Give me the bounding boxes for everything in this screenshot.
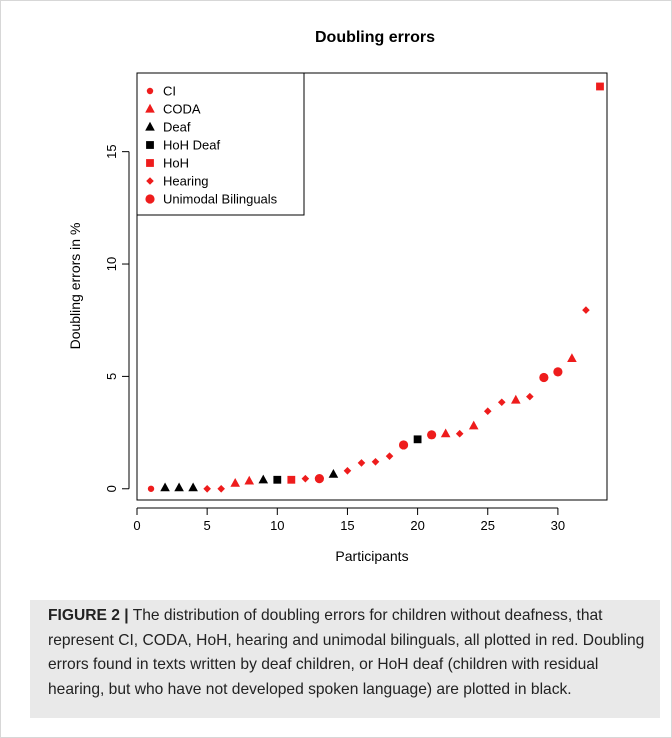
data-point <box>413 435 422 444</box>
x-tick-label: 30 <box>551 518 565 533</box>
data-point <box>553 367 563 377</box>
data-point <box>398 440 409 450</box>
data-point <box>539 372 549 383</box>
legend-label: CI <box>163 84 176 99</box>
chart: Doubling errors 0 5 10 15 20 25 30 0 5 10 15 Part… <box>67 29 608 564</box>
data-point <box>357 459 366 467</box>
data-point <box>511 394 521 404</box>
data-point <box>258 474 269 484</box>
legend-label: Unimodal Bilinguals <box>163 192 278 207</box>
data-point <box>230 477 241 487</box>
y-axis-label: Doubling errors in % <box>67 223 83 350</box>
legend-marker <box>146 87 154 95</box>
y-tick-label: 0 <box>104 485 119 492</box>
y-tick-label: 10 <box>104 257 119 271</box>
data-point <box>160 482 170 492</box>
data-point <box>385 452 394 460</box>
y-tick-label: 5 <box>104 373 119 380</box>
y-axis: 0 5 10 15 <box>104 144 130 492</box>
x-tick-label: 0 <box>133 518 140 533</box>
data-points <box>147 82 604 493</box>
x-axis: 0 5 10 15 20 25 30 <box>133 507 565 533</box>
legend-label: Hearing <box>163 174 209 189</box>
data-point <box>188 482 198 492</box>
legend-marker <box>145 194 155 204</box>
legend-marker <box>145 103 155 113</box>
data-point <box>596 82 604 91</box>
caption-label: FIGURE 2 | <box>48 607 129 624</box>
legend-label: HoH <box>163 156 189 171</box>
data-point <box>328 468 339 478</box>
data-point <box>244 475 255 485</box>
legend: CI CODA Deaf HoH Deaf HoH Hearing Unimodal Bil… <box>136 72 305 216</box>
data-point <box>301 474 310 483</box>
data-point <box>483 407 492 416</box>
y-tick-label: 15 <box>104 144 119 158</box>
legend-box <box>136 72 305 216</box>
data-point <box>567 353 577 363</box>
data-point <box>468 420 479 430</box>
data-point <box>497 398 506 407</box>
legend-marker <box>145 121 155 131</box>
data-point <box>371 457 380 466</box>
x-tick-label: 15 <box>340 518 354 533</box>
data-point <box>455 429 464 438</box>
legend-marker <box>146 141 154 149</box>
plot-area <box>136 72 608 501</box>
x-tick-label: 10 <box>270 518 284 533</box>
x-tick-label: 20 <box>410 518 424 533</box>
data-point <box>273 475 282 484</box>
legend-label: HoH Deaf <box>163 138 220 153</box>
caption-text: The distribution of doubling errors for … <box>48 607 645 698</box>
legend-label: Deaf <box>163 120 191 135</box>
data-point <box>314 474 324 484</box>
data-point <box>582 306 590 314</box>
data-point <box>526 392 534 401</box>
figure-caption: FIGURE 2 | The distribution of doubling … <box>48 604 658 702</box>
data-point <box>343 466 352 475</box>
data-point <box>427 430 437 440</box>
x-tick-label: 25 <box>481 518 495 533</box>
data-point <box>174 482 184 492</box>
data-point <box>203 484 211 493</box>
legend-label: CODA <box>163 102 201 117</box>
data-point <box>287 475 296 484</box>
x-tick-label: 5 <box>204 518 211 533</box>
caption-background <box>30 600 660 718</box>
chart-title: Doubling errors <box>315 29 435 46</box>
data-point <box>147 485 155 492</box>
legend-marker <box>146 159 154 167</box>
data-point <box>440 428 451 438</box>
data-point <box>217 484 225 493</box>
legend-marker <box>146 177 154 185</box>
x-axis-label: Participants <box>335 548 408 564</box>
